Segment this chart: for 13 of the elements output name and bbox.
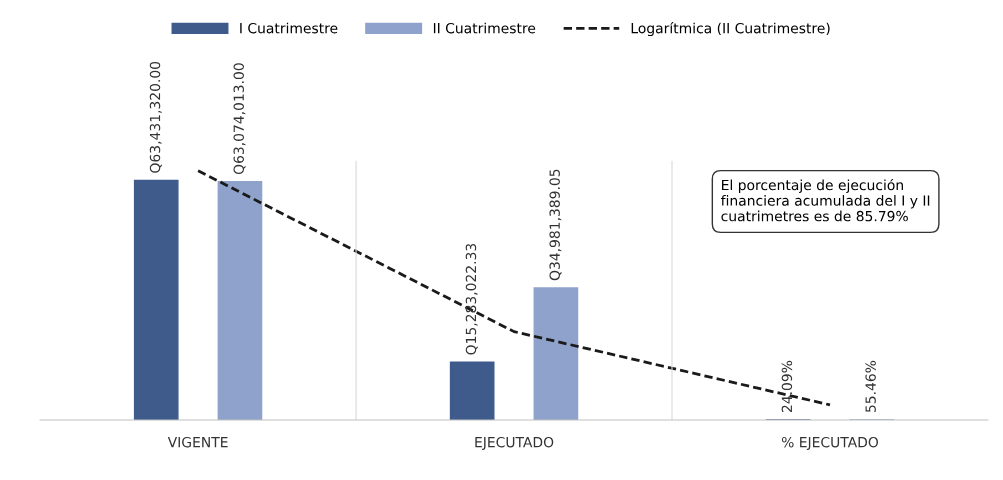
data-label: Q63,431,320.00 (149, 61, 162, 173)
legend-label: Logarítmica (II Cuatrimestre) (631, 22, 830, 37)
data-label: Q15,283,022.33 (465, 243, 478, 355)
legend-label: II Cuatrimestre (433, 22, 536, 34)
x-tick-label: EJECUTADO (475, 436, 554, 450)
data-label: Q63,074,013.00 (233, 63, 246, 175)
x-tick-label: VIGENTE (167, 436, 228, 448)
data-label: 24.09% (781, 360, 793, 413)
legend-label: I Cuatrimestre (240, 22, 338, 34)
annotation: El porcentaje de ejecución financiera acumulada del I y II cuatrimetres es de 85.79% (720, 178, 930, 222)
data-label: 55.46% (865, 360, 876, 412)
x-tick-label: % EJECUTADO (781, 436, 879, 450)
data-label: Q34,981,389.05 (549, 169, 562, 281)
